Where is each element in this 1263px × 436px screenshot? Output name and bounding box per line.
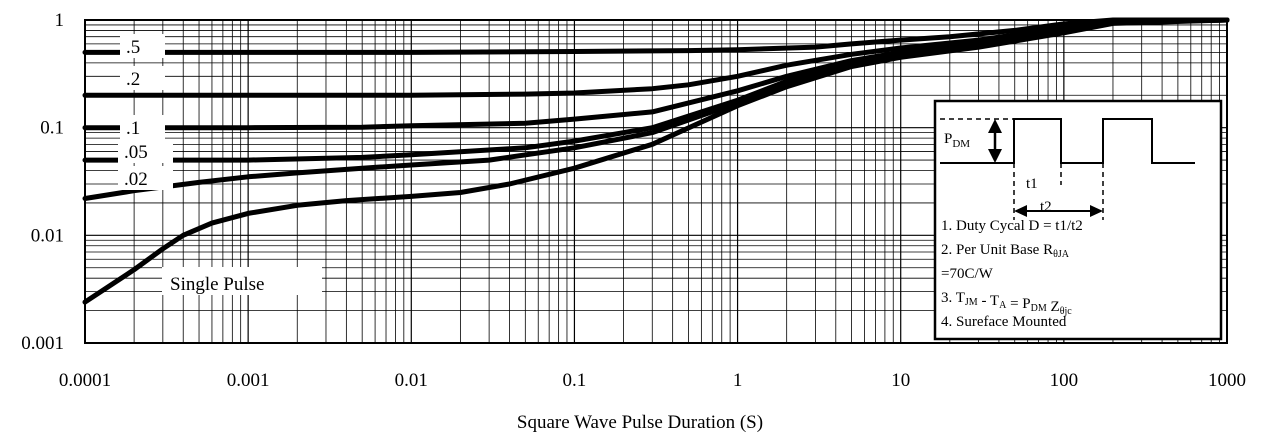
curve-label-bg: [118, 166, 173, 190]
series-line: [82, 17, 1230, 55]
y-tick-label: 0.01: [31, 225, 64, 246]
inset-note: 3. TJM - TA = PDM Zθjc: [941, 290, 1072, 317]
x-tick-label: 0.1: [563, 370, 587, 391]
inset-note: 1. Duty Cycal D = t1/t2: [941, 218, 1083, 234]
pdm-arrow-up-head: [988, 119, 1002, 133]
y-tick-label: 0.1: [40, 118, 64, 139]
x-tick-label: 0.001: [227, 370, 270, 391]
series-line: [82, 17, 1230, 305]
curve-label: Single Pulse: [170, 274, 264, 295]
curve-label-bg: [120, 66, 165, 90]
curves: [82, 17, 1230, 305]
t2-arrow-right-head: [1090, 205, 1103, 217]
plot-frame: [84, 19, 1228, 344]
inset-note: =70C/W: [941, 266, 994, 282]
curve-label-bg: [118, 139, 173, 163]
curve-label-bg: [120, 115, 165, 139]
t1-label: t1: [1026, 176, 1038, 192]
curve-label: .5: [126, 37, 140, 58]
y-tick-label: 0.001: [21, 333, 64, 354]
x-tick-label: 1000: [1208, 370, 1246, 391]
curve-label: .1: [126, 118, 140, 139]
x-tick-label: 10: [891, 370, 910, 391]
x-tick-label: 100: [1050, 370, 1079, 391]
inset-note: 2. Per Unit Base RθJA: [941, 242, 1070, 260]
curve-label-bg: [120, 34, 165, 58]
x-axis-label: Square Wave Pulse Duration (S): [517, 412, 763, 433]
inset-box: [933, 99, 1223, 341]
inset-note: 4. Sureface Mounted: [941, 314, 1067, 330]
curve-label: .05: [124, 142, 148, 163]
inset-notes: 1. Duty Cycal D = t1/t2 2. Per Unit Base …: [941, 218, 1083, 330]
t2-arrow-left-head: [1014, 205, 1027, 217]
pdm-label: PDM: [944, 131, 970, 150]
curve-label-bg: [162, 267, 322, 295]
pdm-arrow-down-head: [988, 149, 1002, 163]
duty-cycle-inset: PDM t1 t2 1. Duty Cycal D = t1/t2 2. Per …: [933, 99, 1223, 341]
curve-label: .2: [126, 69, 140, 90]
t2-label: t2: [1040, 199, 1052, 215]
curve-label: .02: [124, 169, 148, 190]
tick-labels: 0.0001 0.001 0.01 0.1 1 10 100 1000 0.001 0.01 0.1…: [21, 10, 1246, 391]
y-tick-label: 1: [55, 10, 65, 31]
curve-labels: .5 .2 .1 .05 .02 Single Pulse: [118, 34, 322, 295]
x-tick-label: 1: [733, 370, 743, 391]
grid: [84, 20, 1227, 344]
x-tick-label: 0.0001: [59, 370, 111, 391]
x-tick-label: 0.01: [395, 370, 428, 391]
pulse-waveform: [940, 118, 1195, 164]
